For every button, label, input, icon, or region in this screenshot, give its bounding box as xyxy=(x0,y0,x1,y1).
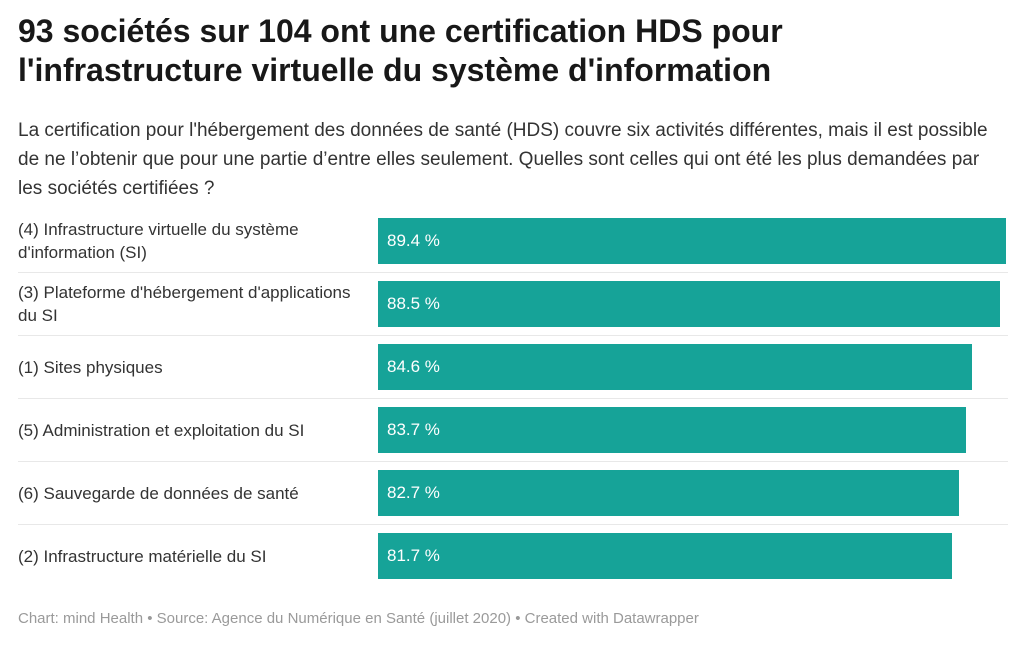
bar: 84.6 % xyxy=(378,344,973,390)
bar-track: 88.5 % xyxy=(378,281,1006,327)
bar-value-label: 81.7 % xyxy=(387,546,440,565)
bar-row: (2) Infrastructure matérielle du SI 81.7 … xyxy=(18,525,1008,587)
bar-value-label: 82.7 % xyxy=(387,483,440,502)
bar: 81.7 % xyxy=(378,533,952,579)
category-label: (3) Plateforme d'hébergement d'applicati… xyxy=(18,283,351,325)
bar-value-label: 88.5 % xyxy=(387,294,440,313)
bar-row: (6) Sauvegarde de données de santé 82.7 % xyxy=(18,462,1008,525)
bar-track: 89.4 % xyxy=(378,218,1006,264)
chart-title: 93 sociétés sur 104 ont une certificatio… xyxy=(18,13,783,88)
chart-footer: Chart: mind Health • Source: Agence du N… xyxy=(18,610,699,627)
bar-value-label: 89.4 % xyxy=(387,231,440,250)
category-label: (1) Sites physiques xyxy=(18,357,163,377)
bar-track: 81.7 % xyxy=(378,533,1006,579)
bar: 89.4 % xyxy=(378,218,1006,264)
bar-track: 82.7 % xyxy=(378,470,1006,516)
bar: 83.7 % xyxy=(378,407,966,453)
bar-value-label: 83.7 % xyxy=(387,420,440,439)
bar-row: (1) Sites physiques 84.6 % xyxy=(18,336,1008,399)
bar: 88.5 % xyxy=(378,281,1000,327)
category-label: (2) Infrastructure matérielle du SI xyxy=(18,546,267,566)
bar-row: (3) Plateforme d'hébergement d'applicati… xyxy=(18,273,1008,336)
bar: 82.7 % xyxy=(378,470,959,516)
chart-subtitle: La certification pour l'hébergement des … xyxy=(18,120,988,199)
bar-row: (4) Infrastructure virtuelle du système … xyxy=(18,210,1008,273)
bar-track: 84.6 % xyxy=(378,344,1006,390)
bar-track: 83.7 % xyxy=(378,407,1006,453)
category-label: (6) Sauvegarde de données de santé xyxy=(18,483,299,503)
bar-row: (5) Administration et exploitation du SI… xyxy=(18,399,1008,462)
bar-chart: (4) Infrastructure virtuelle du système … xyxy=(0,210,1024,590)
category-label: (5) Administration et exploitation du SI xyxy=(18,420,305,440)
category-label: (4) Infrastructure virtuelle du système … xyxy=(18,220,299,262)
bar-value-label: 84.6 % xyxy=(387,357,440,376)
